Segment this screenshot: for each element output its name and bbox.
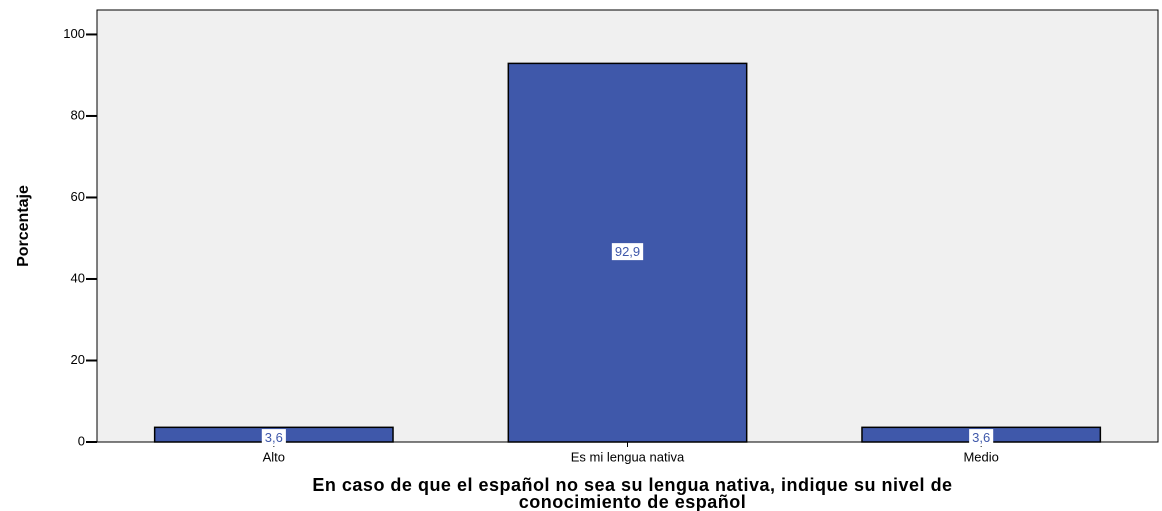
value-label: 92,9: [615, 244, 640, 259]
value-label-box: [969, 429, 994, 447]
y-tick-label: 40: [71, 270, 85, 285]
y-tick-label: 0: [78, 433, 85, 448]
y-axis-title: Porcentaje: [15, 185, 32, 267]
value-label-box: [611, 243, 644, 261]
value-label: 3,6: [972, 430, 990, 445]
value-label: 3,6: [265, 430, 283, 445]
x-tick-label: Es mi lengua nativa: [571, 449, 685, 464]
y-tick-label: 80: [71, 107, 85, 122]
y-tick-label: 60: [71, 189, 85, 204]
x-tick-label: Alto: [263, 449, 285, 464]
value-label-box: [261, 429, 286, 447]
y-tick-label: 20: [71, 352, 85, 367]
x-axis-title: conocimiento de español: [519, 492, 747, 511]
y-tick-label: 100: [63, 26, 85, 41]
x-axis-title: En caso de que el español no sea su leng…: [312, 475, 952, 495]
x-tick-label: Medio: [963, 449, 998, 464]
